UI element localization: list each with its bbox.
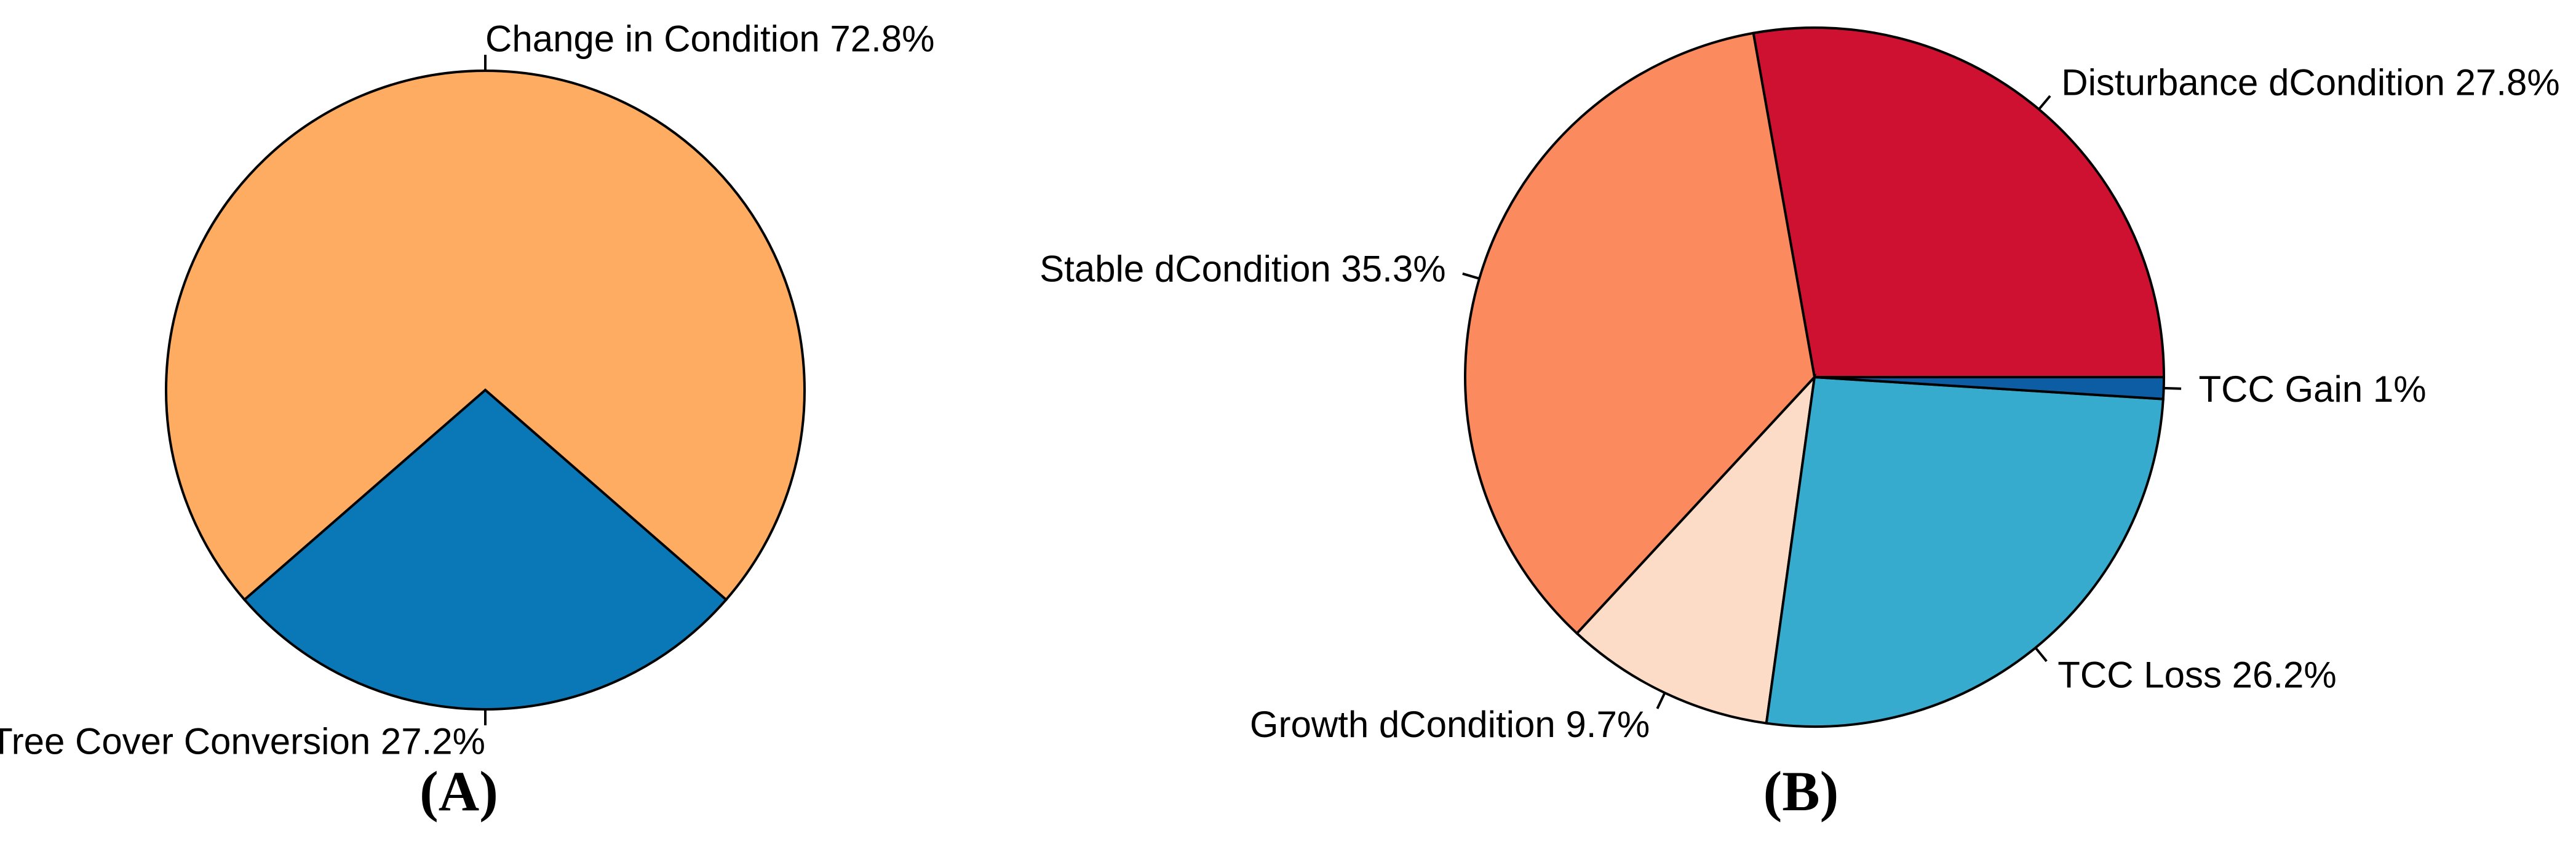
slice-label-tcc-gain: TCC Gain 1%	[2198, 369, 2426, 410]
panel-caption-b: (B)	[1763, 760, 1839, 823]
pie-slice-change-in-condition	[165, 70, 806, 602]
pie-slice-disturbance-dcondition	[1752, 26, 2166, 378]
slice-label-growth-dcondition: Growth dCondition 9.7%	[1250, 704, 1650, 745]
pie-chart-b: Disturbance dCondition 27.8% Stable dCond…	[1040, 26, 2560, 745]
slice-label-change-in-condition: Change in Condition 72.8%	[485, 18, 935, 60]
pie-slice-stable-dcondition	[1464, 31, 1816, 636]
slice-label-tick	[2034, 647, 2048, 663]
panel-caption-a: (A)	[419, 760, 498, 823]
slice-label-tick	[2038, 95, 2051, 110]
slice-label-stable-dcondition: Stable dCondition 35.3%	[1040, 248, 1445, 289]
pie-slice-growth-dcondition	[1575, 373, 1816, 725]
slice-label-tick	[2163, 386, 2182, 390]
slice-label-disturbance-dcondition: Disturbance dCondition 27.8%	[2061, 62, 2560, 103]
slice-label-tick	[1462, 272, 1480, 280]
slice-label-tick	[1656, 692, 1666, 709]
pie-slice-tree-cover-conversion	[242, 388, 728, 711]
slice-label-tree-cover-conversion: Tree Cover Conversion 27.2%	[0, 720, 485, 762]
slice-label-tcc-loss: TCC Loss 26.2%	[2057, 654, 2337, 695]
pie-slice-tcc-loss	[1765, 375, 2165, 728]
pie-chart-a: Change in Condition 72.8% Tree Cover Conv…	[0, 18, 935, 762]
